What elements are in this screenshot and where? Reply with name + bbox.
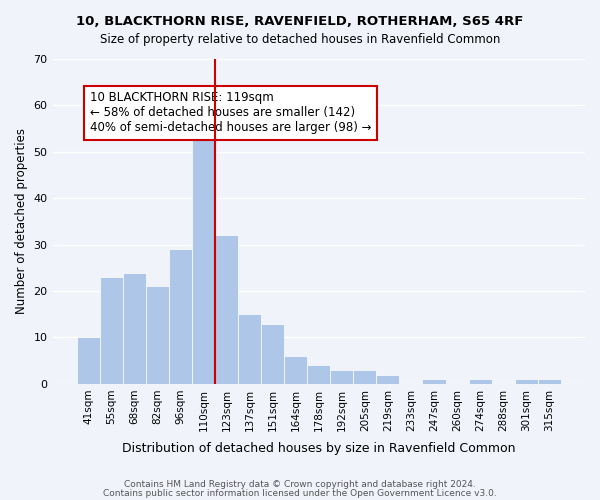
X-axis label: Distribution of detached houses by size in Ravenfield Common: Distribution of detached houses by size … — [122, 442, 515, 455]
Bar — [422, 380, 446, 384]
Bar — [146, 286, 169, 384]
Bar — [515, 380, 538, 384]
Bar — [376, 374, 400, 384]
Text: Size of property relative to detached houses in Ravenfield Common: Size of property relative to detached ho… — [100, 32, 500, 46]
Bar — [469, 380, 491, 384]
Bar — [330, 370, 353, 384]
Bar — [215, 236, 238, 384]
Bar — [77, 338, 100, 384]
Bar — [100, 277, 123, 384]
Text: 10, BLACKTHORN RISE, RAVENFIELD, ROTHERHAM, S65 4RF: 10, BLACKTHORN RISE, RAVENFIELD, ROTHERH… — [76, 15, 524, 28]
Text: Contains public sector information licensed under the Open Government Licence v3: Contains public sector information licen… — [103, 488, 497, 498]
Text: 10 BLACKTHORN RISE: 119sqm
← 58% of detached houses are smaller (142)
40% of sem: 10 BLACKTHORN RISE: 119sqm ← 58% of deta… — [90, 92, 371, 134]
Bar — [169, 250, 192, 384]
Bar — [261, 324, 284, 384]
Bar — [284, 356, 307, 384]
Text: Contains HM Land Registry data © Crown copyright and database right 2024.: Contains HM Land Registry data © Crown c… — [124, 480, 476, 489]
Bar — [307, 366, 330, 384]
Y-axis label: Number of detached properties: Number of detached properties — [15, 128, 28, 314]
Bar — [192, 114, 215, 384]
Bar — [123, 272, 146, 384]
Bar — [353, 370, 376, 384]
Bar — [238, 314, 261, 384]
Bar — [538, 380, 561, 384]
